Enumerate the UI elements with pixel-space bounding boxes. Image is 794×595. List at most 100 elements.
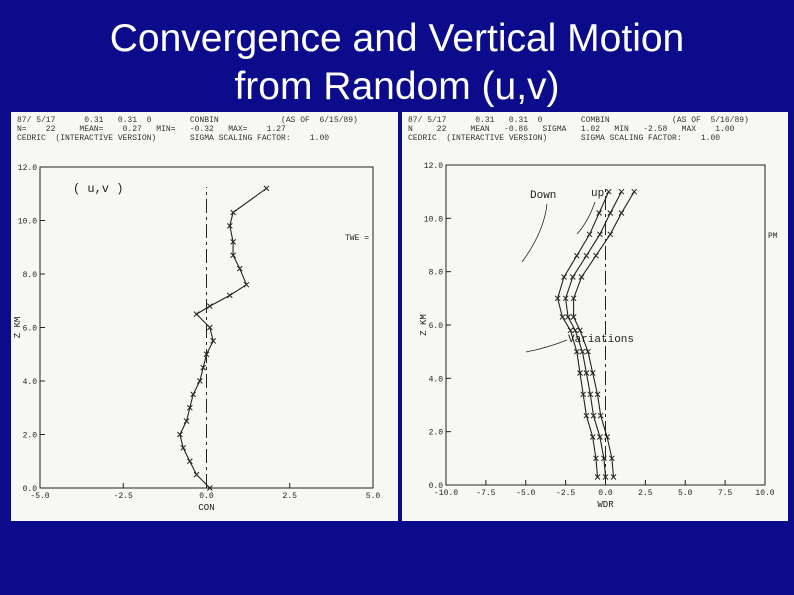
data-point	[565, 314, 571, 320]
data-point	[183, 418, 190, 424]
x-tick-label: 2.5	[283, 492, 298, 501]
y-tick-label: 12.0	[18, 164, 37, 173]
data-point	[605, 188, 612, 195]
data-point	[559, 314, 566, 320]
vertical-motion-profile-chart: -10.0 -7.5 -5.0 -2.5 0.0 2.5 5.0 7.5 10.0 0.0 2.0 4…	[419, 162, 778, 510]
data-point	[573, 252, 580, 259]
data-point	[607, 231, 614, 238]
y-tick-label: 6.0	[23, 325, 38, 334]
data-point	[206, 485, 213, 491]
data-point	[186, 458, 193, 465]
data-point	[572, 327, 579, 334]
data-point	[210, 338, 217, 344]
data-point	[594, 474, 601, 480]
data-point	[593, 455, 599, 462]
variations-pointer-line	[525, 339, 568, 353]
down-label: Down	[530, 190, 556, 202]
data-point	[618, 188, 625, 195]
y-tick-label: 4.0	[23, 378, 38, 387]
y-tick-label: 0.0	[23, 485, 38, 494]
data-point	[206, 303, 213, 309]
x-tick-label: -7.5	[476, 489, 495, 498]
data-point	[230, 239, 236, 245]
data-point	[263, 185, 270, 192]
y-tick-label: 6.0	[429, 322, 444, 331]
data-point	[230, 252, 236, 259]
data-point	[586, 231, 593, 238]
data-point	[193, 471, 200, 478]
data-point	[226, 292, 233, 299]
data-point	[567, 327, 574, 334]
data-point	[580, 391, 587, 398]
x-tick-label: 7.5	[718, 489, 733, 498]
data-point	[196, 378, 203, 384]
data-point	[601, 455, 607, 462]
data-point	[579, 348, 586, 355]
data-point	[206, 324, 213, 331]
data-point	[190, 391, 197, 398]
data-point	[193, 311, 200, 317]
x-tick-label: 5.0	[366, 492, 381, 501]
data-point	[609, 455, 615, 462]
data-point	[177, 431, 183, 438]
x-tick-label: -10.0	[434, 489, 458, 498]
title-line-1: Convergence and Vertical Motion	[109, 17, 685, 60]
data-point	[610, 474, 617, 480]
series-line-1	[179, 187, 267, 489]
header-line: 87/ 5/17 0.31 0.31 0 COMBIN (AS OF 5/16/…	[408, 116, 749, 125]
left-plot-panel: 87/ 5/17 0.31 0.31 0 CONBIN (AS OF 6/15/…	[11, 112, 398, 521]
data-point	[583, 370, 590, 376]
x-tick-label: -5.0	[516, 489, 535, 498]
data-point	[587, 391, 594, 398]
data-point	[570, 295, 577, 302]
header-line: CEDRIC (INTERACTIVE VERSION) SIGMA SCALI…	[408, 134, 721, 143]
x-axis-label: CON	[198, 503, 214, 513]
data-point	[573, 348, 580, 355]
y-tick-label: 4.0	[429, 375, 444, 384]
x-tick-label: 0.0	[598, 489, 613, 498]
convergence-profile-chart: -5.0 -2.5 0.0 2.5 5.0 0.0 2.0 4.0 6.0 8.0 10.0 12.0…	[13, 164, 381, 513]
data-point	[180, 445, 187, 451]
data-point	[569, 274, 576, 280]
y-axis-label: Z KM	[419, 314, 429, 336]
data-point	[243, 281, 250, 288]
data-point	[607, 210, 614, 216]
y-tick-label: 12.0	[424, 162, 443, 171]
side-label: TWE =	[345, 234, 369, 243]
x-tick-label: -5.0	[30, 492, 49, 501]
x-tick-label: 0.0	[199, 492, 214, 501]
left-plot-header: 87/ 5/17 0.31 0.31 0 CONBIN (AS OF 6/15/…	[17, 116, 358, 143]
data-point	[593, 252, 599, 259]
data-point	[597, 434, 603, 440]
data-point	[597, 231, 603, 238]
data-point	[578, 274, 585, 280]
y-tick-label: 2.0	[429, 429, 444, 438]
x-tick-label: 10.0	[755, 489, 774, 498]
data-point	[203, 351, 210, 358]
data-point	[631, 188, 638, 195]
y-tick-label: 10.0	[18, 218, 37, 227]
data-point	[577, 370, 583, 376]
data-point	[597, 412, 604, 419]
data-point	[604, 434, 610, 440]
data-point	[590, 412, 597, 419]
header-line: N 22 MEAN -0.86 SIGMA 1.02 MIN -2.58 MAX…	[408, 125, 735, 134]
y-tick-label: 0.0	[429, 482, 444, 491]
data-point	[226, 222, 233, 229]
data-point	[554, 295, 561, 302]
data-point	[577, 327, 583, 334]
data-point	[570, 314, 577, 320]
right-plot-panel: 87/ 5/17 0.31 0.31 0 COMBIN (AS OF 5/16/…	[402, 112, 788, 521]
y-tick-label: 10.0	[424, 215, 443, 224]
data-point	[186, 404, 193, 411]
data-point	[562, 295, 569, 302]
up-label: up	[591, 188, 604, 200]
x-tick-label: 2.5	[638, 489, 653, 498]
u-v-annotation: ( u,v )	[73, 182, 123, 196]
up-pointer-line	[576, 201, 596, 235]
side-label: PM	[768, 232, 778, 241]
data-point	[585, 348, 591, 355]
data-point	[589, 370, 596, 376]
data-point	[583, 412, 590, 419]
data-point	[230, 209, 236, 216]
